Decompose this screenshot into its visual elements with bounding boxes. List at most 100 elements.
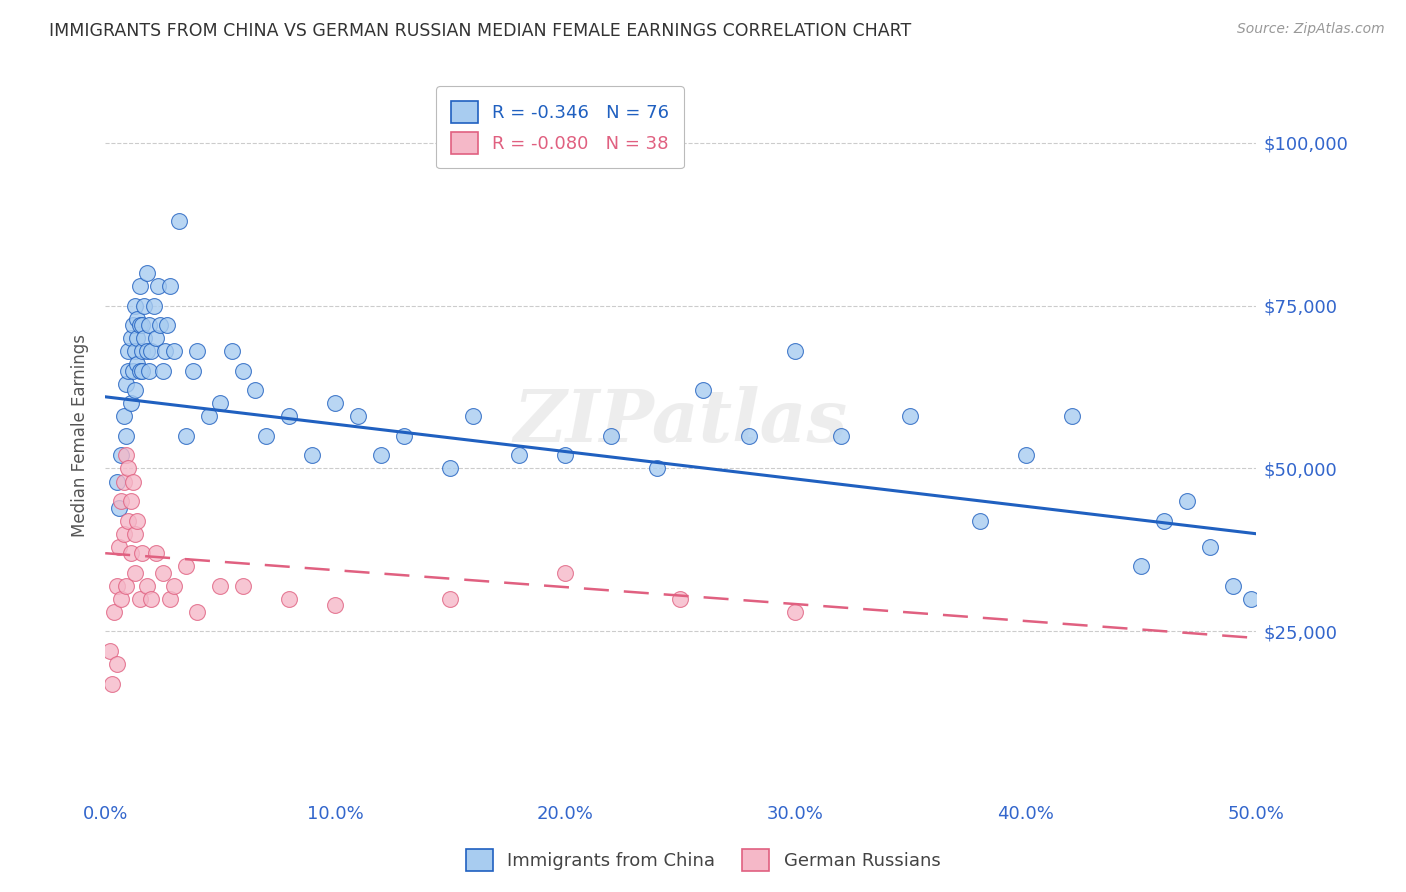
Point [105,657,128,671]
Point [131,344,153,359]
Point [117,461,139,475]
Point [131,546,153,560]
Point [120,331,142,345]
Point [1129,559,1152,574]
Point [600,429,623,443]
Point [152,566,174,580]
Point [554,566,576,580]
Point [153,344,176,359]
Point [141,591,163,606]
Legend: R = -0.346   N = 76, R = -0.080   N = 38: R = -0.346 N = 76, R = -0.080 N = 38 [436,87,683,169]
Point [112,526,135,541]
Point [1175,494,1198,508]
Y-axis label: Median Female Earnings: Median Female Earnings [72,334,89,537]
Point [969,514,991,528]
Point [647,461,669,475]
Point [127,357,149,371]
Point [221,344,243,359]
Point [134,331,156,345]
Point [278,591,301,606]
Point [323,396,346,410]
Point [197,409,219,424]
Point [115,449,138,463]
Point [163,344,186,359]
Point [121,318,143,332]
Point [146,279,169,293]
Point [124,299,146,313]
Point [323,599,346,613]
Point [117,364,139,378]
Point [98,644,121,658]
Point [134,299,156,313]
Point [1153,514,1175,528]
Point [301,449,323,463]
Point [127,311,149,326]
Point [128,279,150,293]
Point [124,384,146,398]
Point [101,676,124,690]
Point [209,396,232,410]
Point [1222,579,1244,593]
Point [900,409,922,424]
Point [115,429,138,443]
Point [135,266,157,280]
Point [149,318,172,332]
Point [830,429,852,443]
Point [186,605,208,619]
Point [692,384,714,398]
Legend: Immigrants from China, German Russians: Immigrants from China, German Russians [458,842,948,879]
Point [394,429,416,443]
Point [120,546,142,560]
Point [128,364,150,378]
Point [159,591,181,606]
Point [145,546,167,560]
Text: Source: ZipAtlas.com: Source: ZipAtlas.com [1237,22,1385,37]
Point [232,579,254,593]
Point [128,318,150,332]
Point [110,591,132,606]
Point [254,429,277,443]
Point [127,331,149,345]
Point [112,475,135,489]
Point [186,344,208,359]
Point [120,396,142,410]
Point [120,494,142,508]
Point [347,409,370,424]
Point [174,559,197,574]
Point [1198,540,1220,554]
Point [117,344,139,359]
Point [131,318,153,332]
Point [278,409,301,424]
Point [163,579,186,593]
Text: ZIPatlas: ZIPatlas [513,386,848,457]
Point [439,591,461,606]
Point [135,344,157,359]
Point [738,429,761,443]
Point [110,494,132,508]
Text: IMMIGRANTS FROM CHINA VS GERMAN RUSSIAN MEDIAN FEMALE EARNINGS CORRELATION CHART: IMMIGRANTS FROM CHINA VS GERMAN RUSSIAN … [49,22,911,40]
Point [152,364,174,378]
Point [128,591,150,606]
Point [121,475,143,489]
Point [174,429,197,443]
Point [121,364,143,378]
Point [439,461,461,475]
Point [115,376,138,391]
Point [554,449,576,463]
Point [124,344,146,359]
Point [209,579,232,593]
Point [1014,449,1036,463]
Point [131,364,153,378]
Point [145,331,167,345]
Point [117,514,139,528]
Point [232,364,254,378]
Point [370,449,392,463]
Point [785,344,807,359]
Point [112,409,135,424]
Point [138,318,160,332]
Point [1240,591,1263,606]
Point [105,475,128,489]
Point [108,500,131,515]
Point [103,605,125,619]
Point [159,279,181,293]
